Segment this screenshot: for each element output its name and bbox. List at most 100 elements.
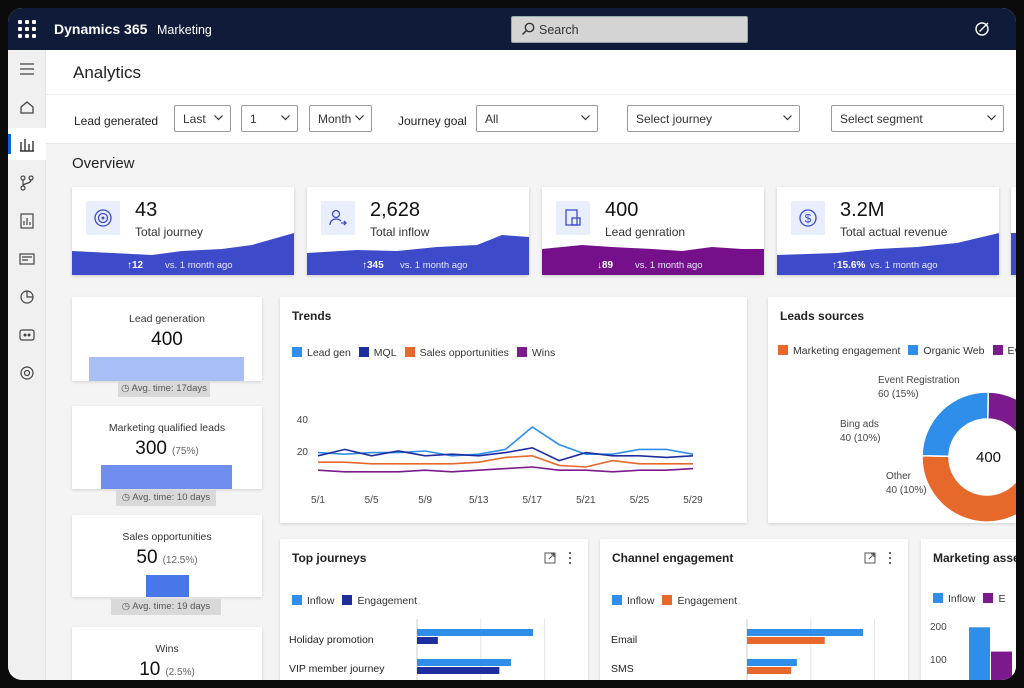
x-tick-label: 5/29: [683, 495, 703, 506]
report-icon[interactable]: [18, 212, 36, 230]
journey-goal-value: All: [485, 112, 498, 126]
bar-engagement: [417, 637, 438, 644]
kpi-delta: ↑15.6%: [832, 260, 865, 271]
chevron-down-icon: [281, 115, 290, 121]
search-placeholder: Search: [539, 23, 579, 37]
bar-engagement: [747, 667, 791, 674]
funnel-avg-text: Avg. time: 10 days: [132, 492, 210, 503]
chevron-down-icon: [783, 115, 792, 121]
donut-slice-organic-web: [922, 392, 988, 456]
bar-inflow: [417, 629, 533, 636]
kpi-card-lead-generation[interactable]: 400 Lead genration ↓89 vs. 1 month ago: [542, 187, 764, 275]
kpi-value: 2,628: [370, 199, 420, 222]
brand-title[interactable]: Dynamics 365: [54, 21, 147, 37]
donut-slice-marketing-engagement: [922, 456, 1016, 522]
y-tick-label: 20: [297, 447, 309, 458]
funnel-stage-wins[interactable]: Wins 10 (2.5%): [72, 627, 262, 680]
chevron-down-icon: [214, 115, 223, 121]
clock-icon: ◷: [121, 383, 131, 394]
funnel-avg-text: Avg. time: 19 days: [132, 601, 210, 612]
x-tick-label: 5/1: [311, 495, 325, 506]
bar-inflow: [417, 659, 511, 666]
page-title: Analytics: [73, 63, 141, 83]
bar-e: [991, 652, 1012, 680]
period-value: Last: [183, 112, 206, 126]
series-line-wins: [318, 467, 693, 472]
funnel-stage-mql[interactable]: Marketing qualified leads 300 (75%): [72, 406, 262, 489]
target-icon: [86, 201, 120, 235]
funnel-percent: (2.5%): [165, 667, 194, 678]
kpi-delta: ↑345: [362, 260, 384, 271]
dollar-icon: $: [791, 201, 825, 235]
journey-placeholder: Select journey: [636, 112, 712, 126]
funnel-avg-time: ◷ Avg. time: 17days: [118, 381, 210, 397]
unit-dropdown[interactable]: Month: [309, 105, 372, 132]
home-icon[interactable]: [18, 98, 36, 116]
funnel-stage-lead-generation[interactable]: Lead generation 400: [72, 297, 262, 381]
marketing-assets-card: Marketing asse Inflow E 200 100: [921, 539, 1016, 680]
kpi-card-total-revenue[interactable]: $ 3.2M Total actual revenue ↑15.6% vs. 1…: [777, 187, 999, 275]
clock-icon: ◷: [122, 601, 132, 612]
kpi-card-total-journey[interactable]: 43 Total journey ↑12 vs. 1 month ago: [72, 187, 294, 275]
funnel-value-number: 50: [136, 547, 157, 568]
trends-chart: 20405/1 5/5 5/9 5/13 5/17 5/21 5/25 5/29: [280, 297, 747, 523]
funnel-value-number: 10: [139, 659, 160, 680]
journey-dropdown[interactable]: Select journey: [627, 105, 800, 132]
bar-inflow: [747, 629, 863, 636]
x-tick-label: 5/9: [418, 495, 432, 506]
clock-icon: ◷: [122, 492, 132, 503]
journey-icon[interactable]: [18, 174, 36, 192]
hamburger-icon[interactable]: [18, 60, 36, 78]
journey-goal-dropdown[interactable]: All: [476, 105, 598, 132]
funnel-percent: (75%): [172, 446, 199, 457]
search-box[interactable]: Search: [511, 16, 748, 43]
app-launcher-icon[interactable]: [18, 20, 36, 38]
feedback-icon[interactable]: [973, 20, 991, 38]
bar-engagement: [417, 667, 499, 674]
segment-placeholder: Select segment: [840, 112, 923, 126]
funnel-title: Sales opportunities: [72, 531, 262, 543]
bar-engagement: [747, 637, 825, 644]
funnel-title: Lead generation: [72, 313, 262, 325]
chevron-down-icon: [355, 115, 364, 121]
x-tick-label: 5/13: [469, 495, 489, 506]
funnel-percent: (12.5%): [163, 555, 198, 566]
funnel-avg-time: ◷ Avg. time: 10 days: [116, 490, 216, 506]
settings-icon[interactable]: [18, 364, 36, 382]
top-journeys-chart: [280, 539, 588, 680]
event-icon[interactable]: [18, 326, 36, 344]
lead-generated-label: Lead generated: [74, 114, 158, 128]
nav-active-indicator: [8, 134, 11, 154]
kpi-delta: ↑12: [127, 260, 143, 271]
funnel-value: 50 (12.5%): [72, 547, 262, 569]
kpi-compare: vs. 1 month ago: [400, 260, 468, 271]
email-template-icon[interactable]: [18, 250, 36, 268]
count-dropdown[interactable]: 1: [241, 105, 298, 132]
chevron-down-icon: [987, 115, 996, 121]
kpi-delta: ↓89: [597, 260, 613, 271]
segment-dropdown[interactable]: Select segment: [831, 105, 1004, 132]
trends-card: Trends Lead gen MQL Sales opportunities Win…: [280, 297, 747, 523]
kpi-value: 3.2M: [840, 199, 884, 222]
channel-engagement-card: Channel engagement Inflow Engagement Emai…: [600, 539, 908, 680]
period-dropdown[interactable]: Last: [174, 105, 231, 132]
funnel-avg-text: Avg. time: 17days: [132, 383, 207, 394]
series-line-sales-opportunities: [318, 456, 693, 467]
kpi-card-partial: [1011, 187, 1016, 275]
journey-goal-label: Journey goal: [398, 114, 467, 128]
module-name: Marketing: [157, 23, 212, 37]
x-tick-label: 5/25: [630, 495, 650, 506]
lead-form-icon: [556, 201, 590, 235]
funnel-value: 300 (75%): [72, 438, 262, 460]
funnel-stage-sales-opportunities[interactable]: Sales opportunities 50 (12.5%): [72, 515, 262, 597]
leads-donut-chart: [768, 297, 1016, 523]
top-journeys-card: Top journeys Inflow Engagement Holiday pr…: [280, 539, 588, 680]
app-window: Dynamics 365 Marketing Search Analytics …: [8, 8, 1016, 680]
segment-icon[interactable]: [18, 288, 36, 306]
analytics-icon[interactable]: [18, 136, 36, 154]
x-tick-label: 5/21: [576, 495, 596, 506]
chevron-down-icon: [581, 115, 590, 121]
user-arrow-icon: [321, 201, 355, 235]
kpi-compare: vs. 1 month ago: [635, 260, 703, 271]
kpi-card-total-inflow[interactable]: 2,628 Total inflow ↑345 vs. 1 month ago: [307, 187, 529, 275]
